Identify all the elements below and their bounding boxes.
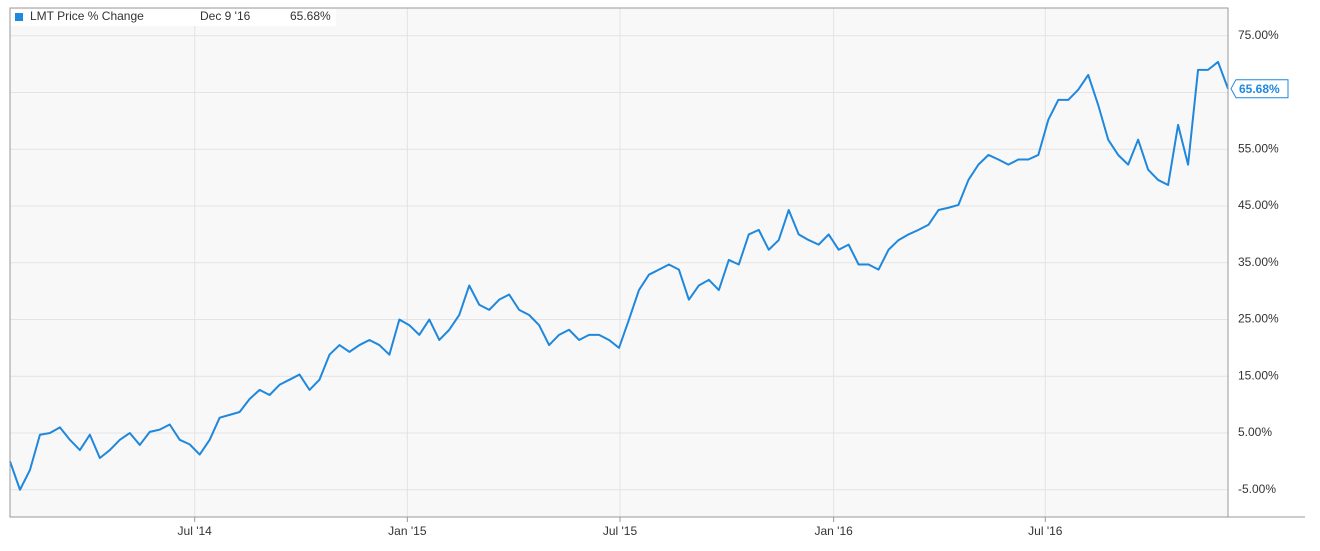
x-tick-label: Jul '14	[178, 524, 213, 538]
legend-box	[11, 9, 336, 26]
y-tick-label: 25.00%	[1238, 312, 1279, 326]
x-tick-label: Jul '15	[603, 524, 638, 538]
y-tick-label: 15.00%	[1238, 368, 1279, 382]
labels: -5.00% 5.00% 15.00% 25.00% 35.00% 45.00% 55.00…	[178, 28, 1289, 538]
plot-border	[9, 7, 1229, 518]
legend-value: 65.68%	[290, 9, 331, 23]
x-tick-label: Jan '15	[388, 524, 427, 538]
legend-date: Dec 9 '16	[200, 9, 251, 23]
y-tick-label: 55.00%	[1238, 141, 1279, 155]
lines	[9, 60, 1229, 491]
y-tick-label: 35.00%	[1238, 255, 1279, 269]
price-line	[9, 60, 1229, 491]
legend-label: LMT Price % Change	[30, 9, 144, 23]
grid	[10, 8, 1228, 517]
x-tick-label: Jan '16	[814, 524, 853, 538]
y-tick-label: 5.00%	[1238, 425, 1272, 439]
x-tick-label: Jul '16	[1028, 524, 1063, 538]
legend-swatch	[15, 13, 23, 21]
current-value-label: 65.68%	[1239, 82, 1280, 96]
value-flag	[1230, 79, 1289, 99]
y-tick-label: -5.00%	[1238, 482, 1276, 496]
y-tick-label: 75.00%	[1238, 28, 1279, 42]
y-tick-label: 45.00%	[1238, 198, 1279, 212]
legend: LMT Price % Change Dec 9 '16 65.68%	[11, 9, 336, 26]
